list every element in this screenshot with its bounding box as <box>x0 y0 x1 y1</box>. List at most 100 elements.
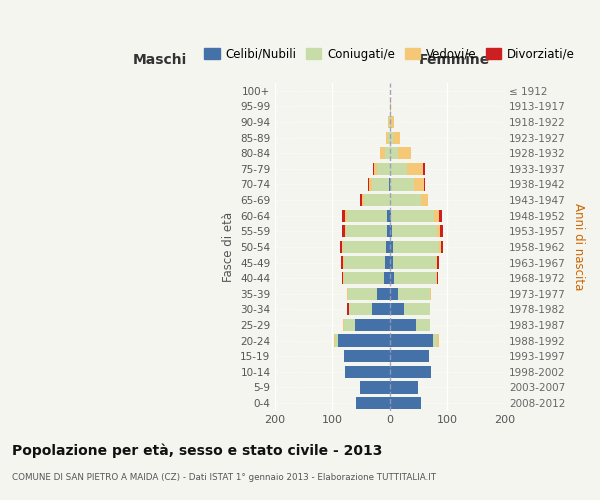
Bar <box>342 272 343 284</box>
Bar <box>387 210 389 222</box>
Bar <box>347 210 387 222</box>
Bar <box>346 210 347 222</box>
Bar <box>414 178 424 190</box>
Bar <box>436 272 437 284</box>
Bar <box>389 256 392 268</box>
Bar <box>335 334 338 346</box>
Bar <box>389 178 414 190</box>
Bar <box>344 319 355 331</box>
Bar <box>389 163 407 175</box>
Bar <box>437 272 438 284</box>
Text: Maschi: Maschi <box>133 52 187 66</box>
Bar <box>392 225 437 237</box>
Bar <box>421 194 428 206</box>
Bar <box>398 147 411 160</box>
Bar <box>377 288 389 300</box>
Bar <box>392 241 439 253</box>
Bar <box>389 241 392 253</box>
Bar <box>380 147 385 160</box>
Bar <box>361 194 362 206</box>
Bar <box>434 210 439 222</box>
Bar <box>345 366 389 378</box>
Bar <box>437 334 439 346</box>
Bar <box>385 147 389 160</box>
Bar <box>385 256 389 268</box>
Bar <box>344 350 389 362</box>
Bar <box>338 334 389 346</box>
Bar <box>364 194 389 206</box>
Bar <box>347 288 348 300</box>
Bar <box>342 241 343 253</box>
Bar <box>390 132 393 143</box>
Bar <box>347 304 349 316</box>
Bar <box>346 225 388 237</box>
Bar <box>407 163 423 175</box>
Bar <box>391 116 394 128</box>
Bar <box>343 225 345 237</box>
Text: Femmine: Femmine <box>418 52 490 66</box>
Bar <box>441 241 443 253</box>
Bar <box>389 194 421 206</box>
Bar <box>389 304 404 316</box>
Bar <box>440 225 443 237</box>
Bar <box>439 241 441 253</box>
Text: Popolazione per età, sesso e stato civile - 2013: Popolazione per età, sesso e stato civil… <box>12 443 382 458</box>
Bar <box>391 210 434 222</box>
Bar <box>389 272 394 284</box>
Bar <box>389 366 431 378</box>
Bar <box>389 210 391 222</box>
Bar <box>362 194 364 206</box>
Bar <box>439 210 442 222</box>
Bar <box>388 132 389 143</box>
Bar <box>356 397 389 409</box>
Bar <box>389 397 421 409</box>
Bar <box>386 241 389 253</box>
Bar <box>348 288 377 300</box>
Bar <box>377 163 389 175</box>
Bar <box>334 334 335 346</box>
Bar <box>393 132 400 143</box>
Bar <box>374 163 377 175</box>
Bar <box>344 256 385 268</box>
Bar <box>389 334 433 346</box>
Bar <box>389 288 398 300</box>
Y-axis label: Anni di nascita: Anni di nascita <box>572 203 585 290</box>
Bar <box>389 147 398 160</box>
Bar <box>389 100 391 112</box>
Bar <box>372 178 389 190</box>
Bar <box>345 225 346 237</box>
Bar <box>360 382 389 394</box>
Bar <box>373 163 374 175</box>
Bar <box>423 163 425 175</box>
Bar <box>373 304 389 316</box>
Bar <box>355 319 389 331</box>
Bar <box>343 241 386 253</box>
Bar <box>384 272 389 284</box>
Y-axis label: Fasce di età: Fasce di età <box>221 212 235 282</box>
Bar <box>392 256 436 268</box>
Bar <box>398 288 430 300</box>
Bar <box>394 272 436 284</box>
Bar <box>437 225 440 237</box>
Legend: Celibi/Nubili, Coniugati/e, Vedovi/e, Divorziati/e: Celibi/Nubili, Coniugati/e, Vedovi/e, Di… <box>200 43 580 66</box>
Bar <box>389 225 392 237</box>
Bar <box>344 272 384 284</box>
Bar <box>433 334 437 346</box>
Bar <box>388 225 389 237</box>
Bar <box>349 304 373 316</box>
Bar <box>340 241 342 253</box>
Bar <box>424 178 425 190</box>
Bar <box>389 319 416 331</box>
Bar <box>343 210 346 222</box>
Bar <box>369 178 372 190</box>
Bar <box>341 256 343 268</box>
Bar <box>416 319 430 331</box>
Text: COMUNE DI SAN PIETRO A MAIDA (CZ) - Dati ISTAT 1° gennaio 2013 - Elaborazione TU: COMUNE DI SAN PIETRO A MAIDA (CZ) - Dati… <box>12 474 436 482</box>
Bar <box>430 288 431 300</box>
Bar <box>437 256 439 268</box>
Bar <box>389 382 418 394</box>
Bar <box>389 116 391 128</box>
Bar <box>386 132 388 143</box>
Bar <box>404 304 430 316</box>
Bar <box>436 256 437 268</box>
